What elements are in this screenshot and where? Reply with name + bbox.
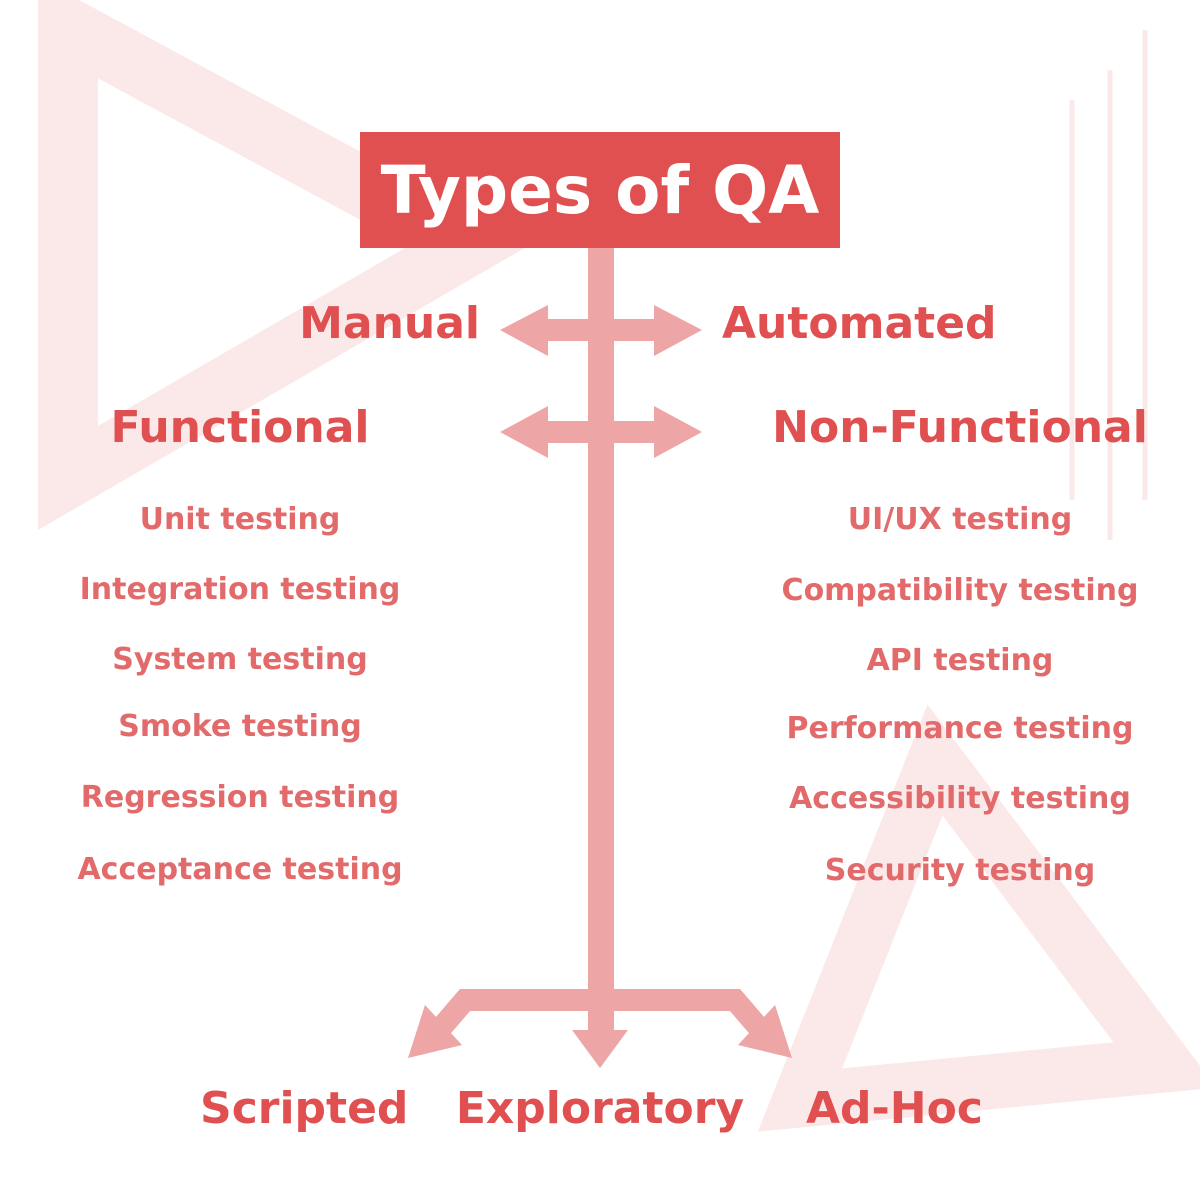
- trunk-arrow: [588, 248, 614, 1038]
- label-functional: Functional: [110, 402, 370, 453]
- non-functional-item: Security testing: [824, 853, 1096, 888]
- non-functional-item: Performance testing: [786, 711, 1134, 746]
- double-arrow-functional-nonfunctional: [500, 406, 702, 458]
- double-arrow-manual-automated: [500, 305, 702, 356]
- arrow-down: [572, 1030, 628, 1068]
- arrows: [408, 248, 792, 1068]
- label-exploratory: Exploratory: [455, 1083, 745, 1134]
- label-non-functional: Non-Functional: [772, 402, 1148, 453]
- non-functional-item: Accessibility testing: [789, 781, 1131, 816]
- non-functional-item: API testing: [866, 643, 1054, 678]
- functional-item: Smoke testing: [118, 709, 362, 744]
- label-ad-hoc: Ad-Hoc: [806, 1083, 983, 1134]
- functional-item: Regression testing: [80, 780, 400, 815]
- decor-triangle-left: [38, 0, 532, 531]
- decor-triangle-right: [757, 704, 1200, 1132]
- non-functional-item: UI/UX testing: [847, 502, 1073, 537]
- functional-item: System testing: [112, 642, 368, 677]
- functional-item: Unit testing: [139, 502, 341, 537]
- functional-item: Acceptance testing: [77, 852, 403, 887]
- page-title: Types of QA: [360, 132, 840, 248]
- arrow-left-branch: [426, 989, 600, 1043]
- label-scripted: Scripted: [200, 1083, 409, 1134]
- non-functional-item: Compatibility testing: [781, 573, 1139, 608]
- arrow-right-branch: [600, 989, 774, 1043]
- label-manual: Manual: [299, 298, 480, 349]
- label-automated: Automated: [722, 298, 997, 349]
- functional-item: Integration testing: [79, 572, 401, 607]
